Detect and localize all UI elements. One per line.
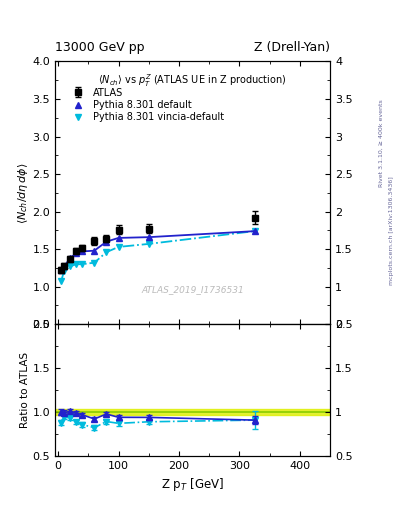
Pythia 8.301 default — [80, 248, 84, 254]
Line: Pythia 8.301 default: Pythia 8.301 default — [58, 228, 258, 274]
Y-axis label: $\langle N_{ch}/d\eta\, d\phi\rangle$: $\langle N_{ch}/d\eta\, d\phi\rangle$ — [16, 162, 29, 224]
Pythia 8.301 default — [68, 255, 72, 261]
Pythia 8.301 vincia-default — [59, 279, 63, 285]
Pythia 8.301 default — [92, 248, 97, 254]
Pythia 8.301 default — [146, 234, 151, 240]
Line: Pythia 8.301 vincia-default: Pythia 8.301 vincia-default — [58, 228, 258, 285]
Text: Rivet 3.1.10, ≥ 400k events: Rivet 3.1.10, ≥ 400k events — [379, 99, 384, 187]
Text: mcplots.cern.ch [arXiv:1306.3436]: mcplots.cern.ch [arXiv:1306.3436] — [389, 176, 393, 285]
Pythia 8.301 vincia-default — [62, 268, 66, 274]
Pythia 8.301 vincia-default — [116, 244, 121, 250]
Text: 13000 GeV pp: 13000 GeV pp — [55, 41, 145, 54]
Pythia 8.301 default — [252, 228, 257, 234]
Pythia 8.301 default — [74, 250, 79, 256]
Pythia 8.301 vincia-default — [146, 241, 151, 247]
X-axis label: Z p$_T$ [GeV]: Z p$_T$ [GeV] — [161, 476, 224, 493]
Text: Z (Drell-Yan): Z (Drell-Yan) — [254, 41, 330, 54]
Y-axis label: Ratio to ATLAS: Ratio to ATLAS — [20, 352, 29, 428]
Pythia 8.301 vincia-default — [104, 249, 109, 255]
Pythia 8.301 vincia-default — [252, 228, 257, 234]
Pythia 8.301 vincia-default — [92, 260, 97, 266]
Pythia 8.301 default — [62, 263, 66, 269]
Pythia 8.301 vincia-default — [74, 261, 79, 267]
Bar — [55, 409, 330, 415]
Pythia 8.301 default — [59, 267, 63, 273]
Legend: ATLAS, Pythia 8.301 default, Pythia 8.301 vincia-default: ATLAS, Pythia 8.301 default, Pythia 8.30… — [65, 84, 227, 125]
Pythia 8.301 vincia-default — [80, 261, 84, 267]
Pythia 8.301 default — [116, 235, 121, 241]
Pythia 8.301 vincia-default — [68, 263, 72, 269]
Text: ATLAS_2019_I1736531: ATLAS_2019_I1736531 — [141, 286, 244, 294]
Text: $\langle N_{ch}\rangle$ vs $p_T^Z$ (ATLAS UE in Z production): $\langle N_{ch}\rangle$ vs $p_T^Z$ (ATLA… — [98, 72, 287, 89]
Pythia 8.301 default — [104, 239, 109, 245]
